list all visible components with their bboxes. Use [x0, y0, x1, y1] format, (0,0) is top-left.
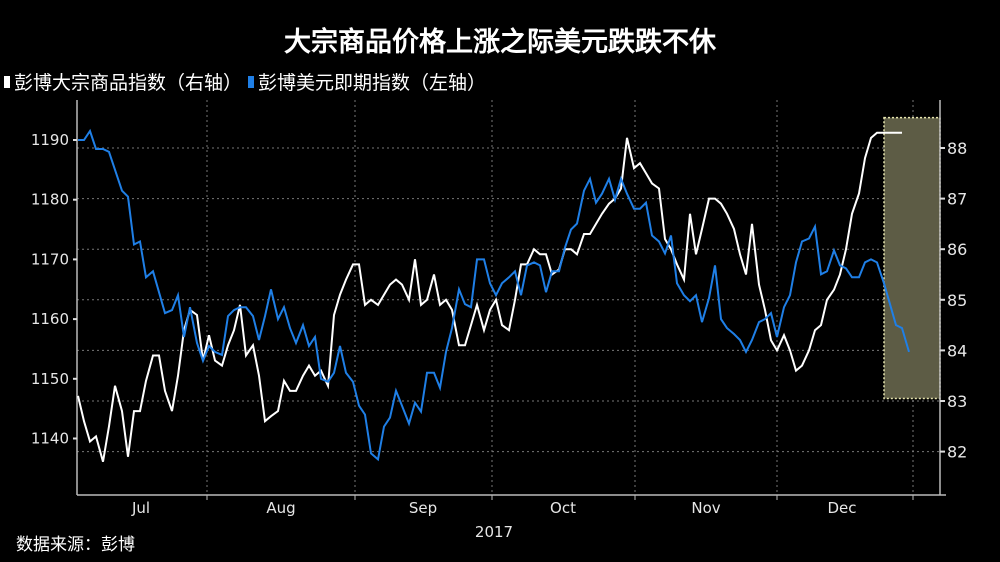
right-axis-tick-label: 82 — [947, 443, 967, 462]
chart-title: 大宗商品价格上涨之际美元跌跌不休 — [284, 27, 716, 58]
x-axis-tick-label: Sep — [409, 499, 437, 517]
right-axis-tick-label: 87 — [947, 190, 967, 209]
legend-swatch-white-icon — [4, 75, 10, 88]
axis-labels: 1140 1150 1160 1170 1180 1190 82 83 84 85 86 87 88 Ju… — [31, 131, 968, 541]
x-axis-tick-label: Jul — [131, 499, 150, 517]
left-axis-tick-label: 1180 — [31, 191, 69, 209]
x-axis-tick-label: Aug — [266, 499, 295, 517]
left-axis-tick-label: 1170 — [31, 250, 69, 268]
right-axis-tick-label: 86 — [947, 240, 967, 259]
right-axis-tick-label: 83 — [947, 392, 967, 411]
x-axis-tick-label: Oct — [550, 499, 576, 517]
dollar-index-line — [78, 128, 910, 462]
x-axis-year-label: 2017 — [475, 523, 513, 541]
x-axis-tick-label: Nov — [691, 499, 720, 517]
legend-label-commodity: 彭博大宗商品指数（右轴） — [14, 72, 243, 94]
x-axis-tick-label: Dec — [827, 499, 856, 517]
highlight-region — [883, 116, 941, 400]
left-axis-tick-label: 1190 — [31, 131, 69, 149]
source-note: 数据来源：彭博 — [16, 535, 135, 555]
grid-lines — [77, 100, 946, 495]
left-axis-tick-label: 1160 — [31, 310, 69, 328]
left-axis-tick-label: 1140 — [31, 430, 69, 448]
left-axis-tick-label: 1150 — [31, 370, 69, 388]
right-axis-tick-label: 84 — [947, 341, 967, 360]
right-axis-tick-label: 88 — [947, 139, 967, 158]
right-axis-tick-label: 85 — [947, 291, 967, 310]
legend-item-dollar: 彭博美元即期指数（左轴） — [248, 68, 486, 95]
commodity-index-line — [77, 131, 902, 462]
axes — [76, 100, 946, 500]
legend: 彭博大宗商品指数（右轴） 彭博美元即期指数（左轴） — [4, 68, 492, 95]
legend-item-commodity: 彭博大宗商品指数（右轴） — [4, 68, 242, 95]
legend-swatch-blue-icon — [248, 75, 255, 88]
legend-label-dollar: 彭博美元即期指数（左轴） — [258, 72, 487, 94]
